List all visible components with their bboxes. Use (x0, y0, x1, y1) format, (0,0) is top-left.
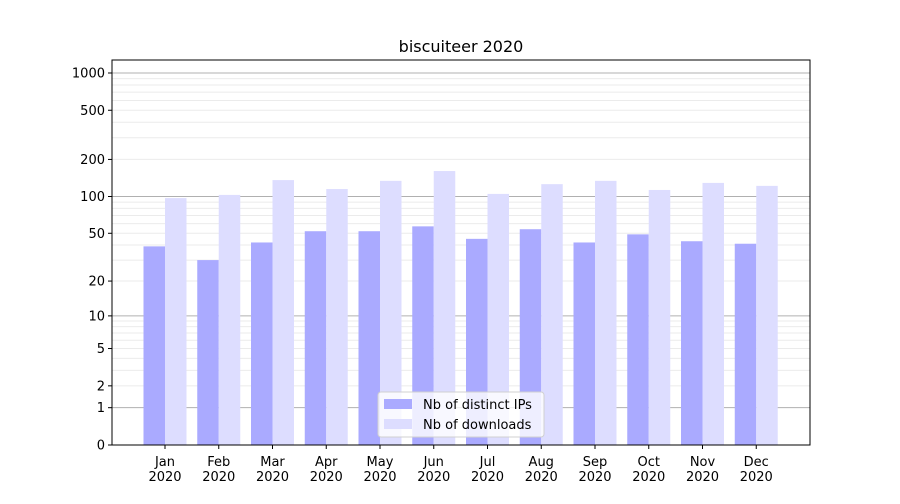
legend-swatch (384, 399, 412, 409)
bar-distinct-ips (304, 231, 327, 445)
y-tick-label: 50 (88, 227, 105, 242)
bar-downloads (756, 185, 778, 445)
y-tick-label: 20 (88, 275, 105, 290)
bar-distinct-ips (412, 226, 434, 445)
legend-box (377, 391, 545, 438)
x-tick-label: Jan 2020 (148, 455, 181, 485)
legend-label: Nb of downloads (423, 418, 532, 433)
y-tick-label: 100 (80, 190, 105, 205)
x-tick-label: Feb 2020 (202, 455, 235, 485)
bar-downloads (272, 180, 294, 445)
bar-downloads (487, 193, 509, 445)
bar-downloads (541, 184, 563, 445)
bar-downloads (380, 180, 402, 445)
bar-downloads (595, 180, 617, 445)
y-tick-label: 0 (97, 439, 105, 454)
bar-distinct-ips (197, 260, 219, 445)
bar-downloads (702, 182, 724, 446)
bar-distinct-ips (519, 229, 542, 445)
plot-frame (111, 59, 811, 446)
bar-distinct-ips (573, 242, 595, 445)
x-tick-label: Sep 2020 (578, 455, 611, 485)
bar-downloads (218, 194, 241, 445)
x-tick-label: Dec 2020 (740, 455, 773, 485)
bar-downloads (326, 189, 348, 445)
y-tick-label: 1000 (72, 66, 105, 81)
x-tick-label: Mar 2020 (256, 455, 289, 485)
x-tick-label: Aug 2020 (525, 455, 558, 485)
bar-distinct-ips (734, 243, 757, 445)
y-tick-label: 2 (97, 379, 105, 394)
x-tick-label: Jun 2020 (417, 455, 450, 485)
bar-distinct-ips (251, 242, 273, 445)
y-tick-label: 5 (97, 342, 105, 357)
chart-title: biscuiteer 2020 (399, 37, 524, 56)
y-tick-label: 1 (97, 401, 105, 416)
x-tick-label: Apr 2020 (310, 455, 343, 485)
x-tick-label: May 2020 (363, 455, 396, 485)
y-tick-label: 200 (80, 153, 105, 168)
x-tick-label: Jul 2020 (471, 455, 504, 485)
bar-distinct-ips (143, 246, 165, 445)
legend-swatch (384, 419, 412, 429)
bar-downloads (165, 198, 187, 445)
x-tick-label: Nov 2020 (686, 455, 719, 485)
bar-downloads (648, 189, 671, 445)
y-tick-label: 500 (80, 104, 105, 119)
y-tick-label: 10 (88, 309, 105, 324)
bar-downloads (433, 171, 456, 445)
bar-distinct-ips (358, 231, 380, 445)
legend-label: Nb of distinct IPs (423, 398, 532, 413)
bar-distinct-ips (627, 234, 649, 445)
x-tick-label: Oct 2020 (632, 455, 665, 485)
bar-distinct-ips (681, 241, 703, 445)
